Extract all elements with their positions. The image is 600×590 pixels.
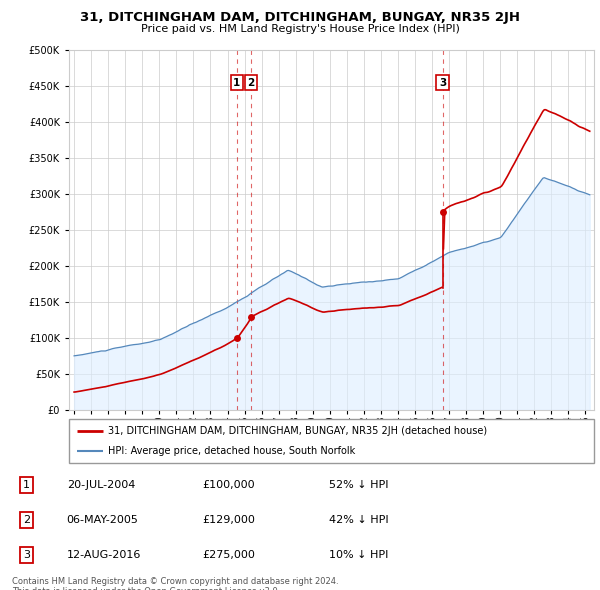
Text: £129,000: £129,000 — [202, 515, 255, 525]
Text: 3: 3 — [23, 550, 30, 560]
FancyBboxPatch shape — [69, 419, 594, 463]
Point — [232, 333, 242, 343]
Text: 42% ↓ HPI: 42% ↓ HPI — [329, 515, 388, 525]
Text: 31, DITCHINGHAM DAM, DITCHINGHAM, BUNGAY, NR35 2JH (detached house): 31, DITCHINGHAM DAM, DITCHINGHAM, BUNGAY… — [109, 426, 487, 436]
Text: £275,000: £275,000 — [202, 550, 255, 560]
Text: Contains HM Land Registry data © Crown copyright and database right 2024.
This d: Contains HM Land Registry data © Crown c… — [12, 577, 338, 590]
Point — [438, 208, 448, 217]
Text: 2: 2 — [23, 515, 30, 525]
Text: 12-AUG-2016: 12-AUG-2016 — [67, 550, 141, 560]
Text: 1: 1 — [23, 480, 30, 490]
Text: 31, DITCHINGHAM DAM, DITCHINGHAM, BUNGAY, NR35 2JH: 31, DITCHINGHAM DAM, DITCHINGHAM, BUNGAY… — [80, 11, 520, 24]
Point — [246, 313, 256, 322]
Text: Price paid vs. HM Land Registry's House Price Index (HPI): Price paid vs. HM Land Registry's House … — [140, 24, 460, 34]
Text: 3: 3 — [439, 77, 446, 87]
Text: 06-MAY-2005: 06-MAY-2005 — [67, 515, 139, 525]
Text: 20-JUL-2004: 20-JUL-2004 — [67, 480, 135, 490]
Text: 2: 2 — [247, 77, 254, 87]
Text: £100,000: £100,000 — [202, 480, 255, 490]
Text: 10% ↓ HPI: 10% ↓ HPI — [329, 550, 388, 560]
Text: 52% ↓ HPI: 52% ↓ HPI — [329, 480, 388, 490]
Text: HPI: Average price, detached house, South Norfolk: HPI: Average price, detached house, Sout… — [109, 446, 356, 456]
Text: 1: 1 — [233, 77, 241, 87]
